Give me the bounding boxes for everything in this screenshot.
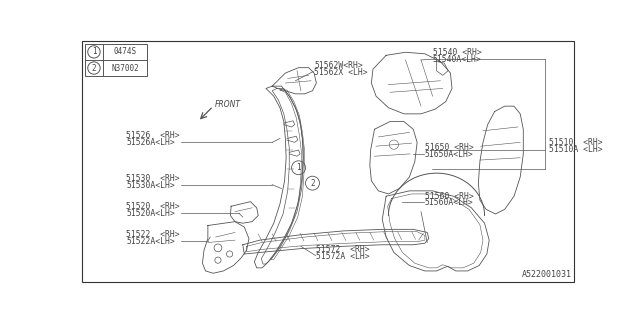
Text: 0474S: 0474S bbox=[113, 47, 136, 56]
Text: 51526  <RH>: 51526 <RH> bbox=[127, 132, 180, 140]
Text: 51572A <LH>: 51572A <LH> bbox=[316, 252, 370, 261]
Text: 51530  <RH>: 51530 <RH> bbox=[127, 174, 180, 183]
Text: 51540 <RH>: 51540 <RH> bbox=[433, 48, 481, 57]
Text: 51522A<LH>: 51522A<LH> bbox=[127, 237, 175, 246]
Text: A522001031: A522001031 bbox=[522, 270, 572, 279]
Circle shape bbox=[292, 161, 305, 175]
Text: 51510  <RH>: 51510 <RH> bbox=[549, 138, 602, 147]
Bar bbox=[85, 44, 147, 76]
Text: N37002: N37002 bbox=[111, 64, 139, 73]
Text: 51562X <LH>: 51562X <LH> bbox=[314, 68, 367, 76]
Text: 51650 <RH>: 51650 <RH> bbox=[425, 143, 474, 152]
Text: 51526A<LH>: 51526A<LH> bbox=[127, 139, 175, 148]
Text: 51510A <LH>: 51510A <LH> bbox=[549, 145, 602, 154]
Text: 51520A<LH>: 51520A<LH> bbox=[127, 209, 175, 218]
Text: 51562W<RH>: 51562W<RH> bbox=[314, 61, 363, 70]
Text: 51560 <RH>: 51560 <RH> bbox=[425, 192, 474, 201]
Text: 2: 2 bbox=[92, 64, 96, 73]
Circle shape bbox=[305, 176, 319, 190]
Text: 51520  <RH>: 51520 <RH> bbox=[127, 202, 180, 211]
Text: 51650A<LH>: 51650A<LH> bbox=[425, 150, 474, 159]
Text: 2: 2 bbox=[310, 179, 315, 188]
Text: 51522  <RH>: 51522 <RH> bbox=[127, 230, 180, 239]
Text: 1: 1 bbox=[92, 47, 96, 56]
Text: 51572  <RH>: 51572 <RH> bbox=[316, 245, 370, 254]
Text: 1: 1 bbox=[296, 163, 301, 172]
Text: FRONT: FRONT bbox=[215, 100, 241, 109]
FancyArrowPatch shape bbox=[419, 233, 423, 240]
Text: 51560A<LH>: 51560A<LH> bbox=[425, 198, 474, 207]
Text: 51540A<LH>: 51540A<LH> bbox=[433, 55, 481, 64]
Text: 51530A<LH>: 51530A<LH> bbox=[127, 181, 175, 190]
